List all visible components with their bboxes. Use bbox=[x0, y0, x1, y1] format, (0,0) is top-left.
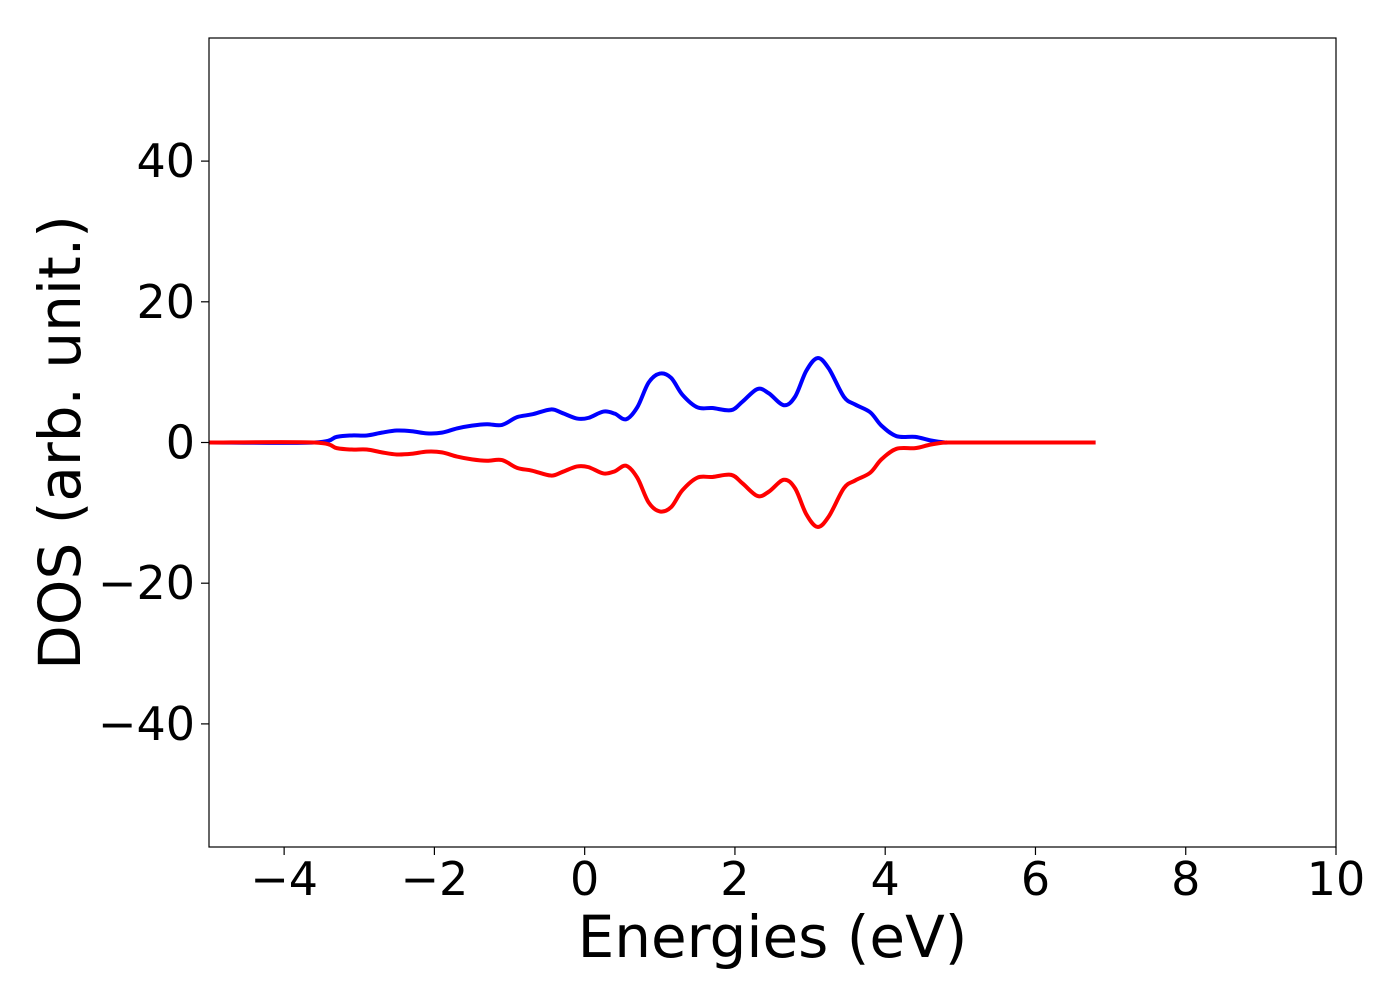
y-axis: 40 20 0 −20 −40 bbox=[98, 134, 209, 751]
x-tick-label: −4 bbox=[250, 852, 318, 906]
y-tick-label: 20 bbox=[136, 275, 195, 329]
x-axis: −4 −2 0 2 4 6 8 10 bbox=[250, 847, 1365, 906]
x-tick-label: 6 bbox=[1021, 852, 1050, 906]
series-line-2 bbox=[209, 440, 1096, 529]
x-tick-label: −2 bbox=[400, 852, 468, 906]
x-axis-label: Energies (eV) bbox=[578, 903, 968, 971]
x-tick-label: 8 bbox=[1171, 852, 1200, 906]
plot-frame bbox=[208, 37, 1337, 848]
x-tick-label: 10 bbox=[1307, 852, 1366, 906]
y-tick-label: −40 bbox=[98, 697, 195, 751]
x-tick-label: 0 bbox=[570, 852, 599, 906]
y-tick-label: 0 bbox=[166, 416, 195, 470]
series-line-1 bbox=[209, 356, 1096, 445]
x-tick-label: 4 bbox=[871, 852, 900, 906]
series-layer bbox=[209, 356, 1096, 529]
y-tick-label: −20 bbox=[98, 556, 195, 610]
y-tick-label: 40 bbox=[136, 134, 195, 188]
x-tick-label: 2 bbox=[720, 852, 749, 906]
y-axis-label: DOS (arb. unit.) bbox=[26, 215, 94, 670]
